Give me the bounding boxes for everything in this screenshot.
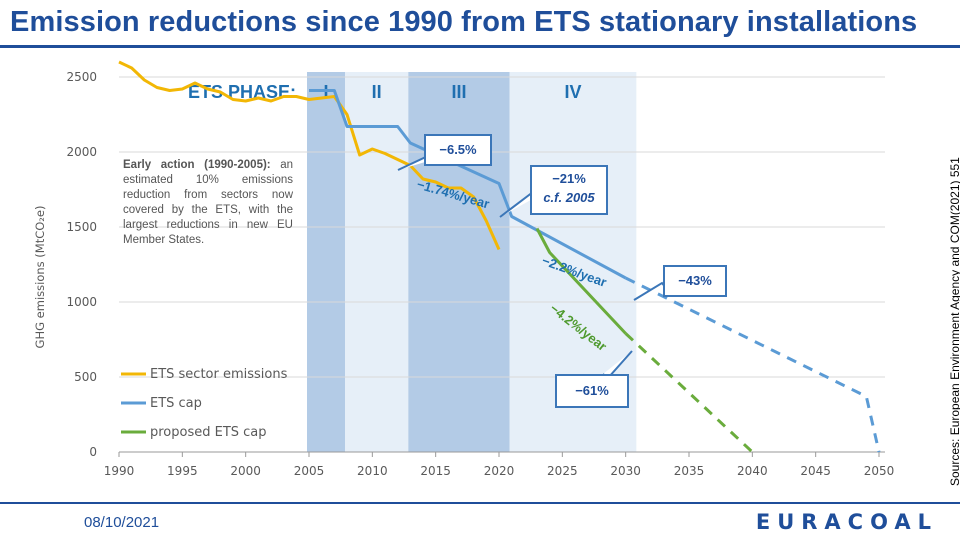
legend: ETS sector emissions ETS cap proposed ETS …: [121, 367, 288, 440]
callout-pointer-3: [633, 281, 667, 301]
y-tick-label-2500: 2500: [66, 70, 97, 84]
x-tick-label-2050: 2050: [864, 464, 895, 478]
y-tick-label-1000: 1000: [66, 295, 97, 309]
x-tick-label-2025: 2025: [547, 464, 578, 478]
callout-minus-6-5: −6.5%: [424, 134, 492, 166]
phase-label-3: III: [451, 82, 466, 102]
title-rule: [0, 45, 960, 48]
callout-minus-21: −21% c.f. 2005: [530, 165, 608, 215]
phase-band-3: [408, 72, 510, 452]
x-tick-label-2010: 2010: [357, 464, 388, 478]
euracoal-logo: EURACOAL: [755, 510, 938, 534]
axes: 0 500 1000 1500 2000 2500 1990 1995 2000 2005 2010…: [33, 70, 894, 478]
phase-band-1: [307, 72, 345, 452]
x-tick-label-2015: 2015: [420, 464, 451, 478]
x-tick-label-2040: 2040: [737, 464, 768, 478]
gridlines: [119, 76, 885, 453]
callout-minus-61: −61%: [555, 374, 629, 408]
y-tick-label-500: 500: [74, 370, 97, 384]
series-line-3: [535, 227, 627, 335]
x-tick-label-1990: 1990: [104, 464, 135, 478]
slide-title: Emission reductions since 1990 from ETS …: [10, 6, 918, 38]
legend-label-2: ETS cap: [150, 396, 202, 411]
phase-label-2: II: [372, 82, 382, 102]
legend-label-1: ETS sector emissions: [150, 367, 288, 382]
phase-label-4: IV: [564, 82, 581, 102]
x-tick-label-2045: 2045: [800, 464, 831, 478]
x-tick-label-2030: 2030: [610, 464, 641, 478]
x-tick-label-2020: 2020: [484, 464, 515, 478]
callout-c3-text: −43%: [678, 273, 712, 288]
y-axis-label: GHG emissions (MtCO₂e): [33, 206, 47, 349]
callout-c2-line1: −21%: [552, 171, 586, 186]
x-tick-label-2000: 2000: [230, 464, 261, 478]
note-heading: Early action (1990-2005):: [123, 159, 271, 171]
y-tick-label-2000: 2000: [66, 145, 97, 159]
x-tick-label-2035: 2035: [674, 464, 705, 478]
y-tick-label-0: 0: [89, 445, 97, 459]
phase-heading: ETS PHASE:: [188, 82, 296, 102]
early-action-note: Early action (1990-2005): an estimated 1…: [123, 158, 293, 248]
callout-c4-text: −61%: [575, 383, 609, 398]
x-tick-label-2005: 2005: [294, 464, 325, 478]
callout-minus-43: −43%: [663, 265, 727, 297]
phase-band-2: [345, 72, 409, 452]
callout-c2-line2: c.f. 2005: [543, 190, 595, 205]
series-dashed-3: [624, 332, 754, 454]
x-tick-label-1995: 1995: [167, 464, 198, 478]
y-tick-label-1500: 1500: [66, 220, 97, 234]
series-line-1: [118, 60, 501, 251]
callout-c1-text: −6.5%: [439, 142, 477, 157]
legend-label-3: proposed ETS cap: [150, 425, 267, 440]
note-body: an estimated 10% emissions reduction fro…: [123, 159, 293, 246]
series-dashed-2: [625, 276, 881, 453]
footer-date: 08/10/2021: [84, 514, 160, 531]
footer-rule: [0, 502, 960, 504]
sources-note: Sources: European Environment Agency and…: [948, 157, 960, 486]
